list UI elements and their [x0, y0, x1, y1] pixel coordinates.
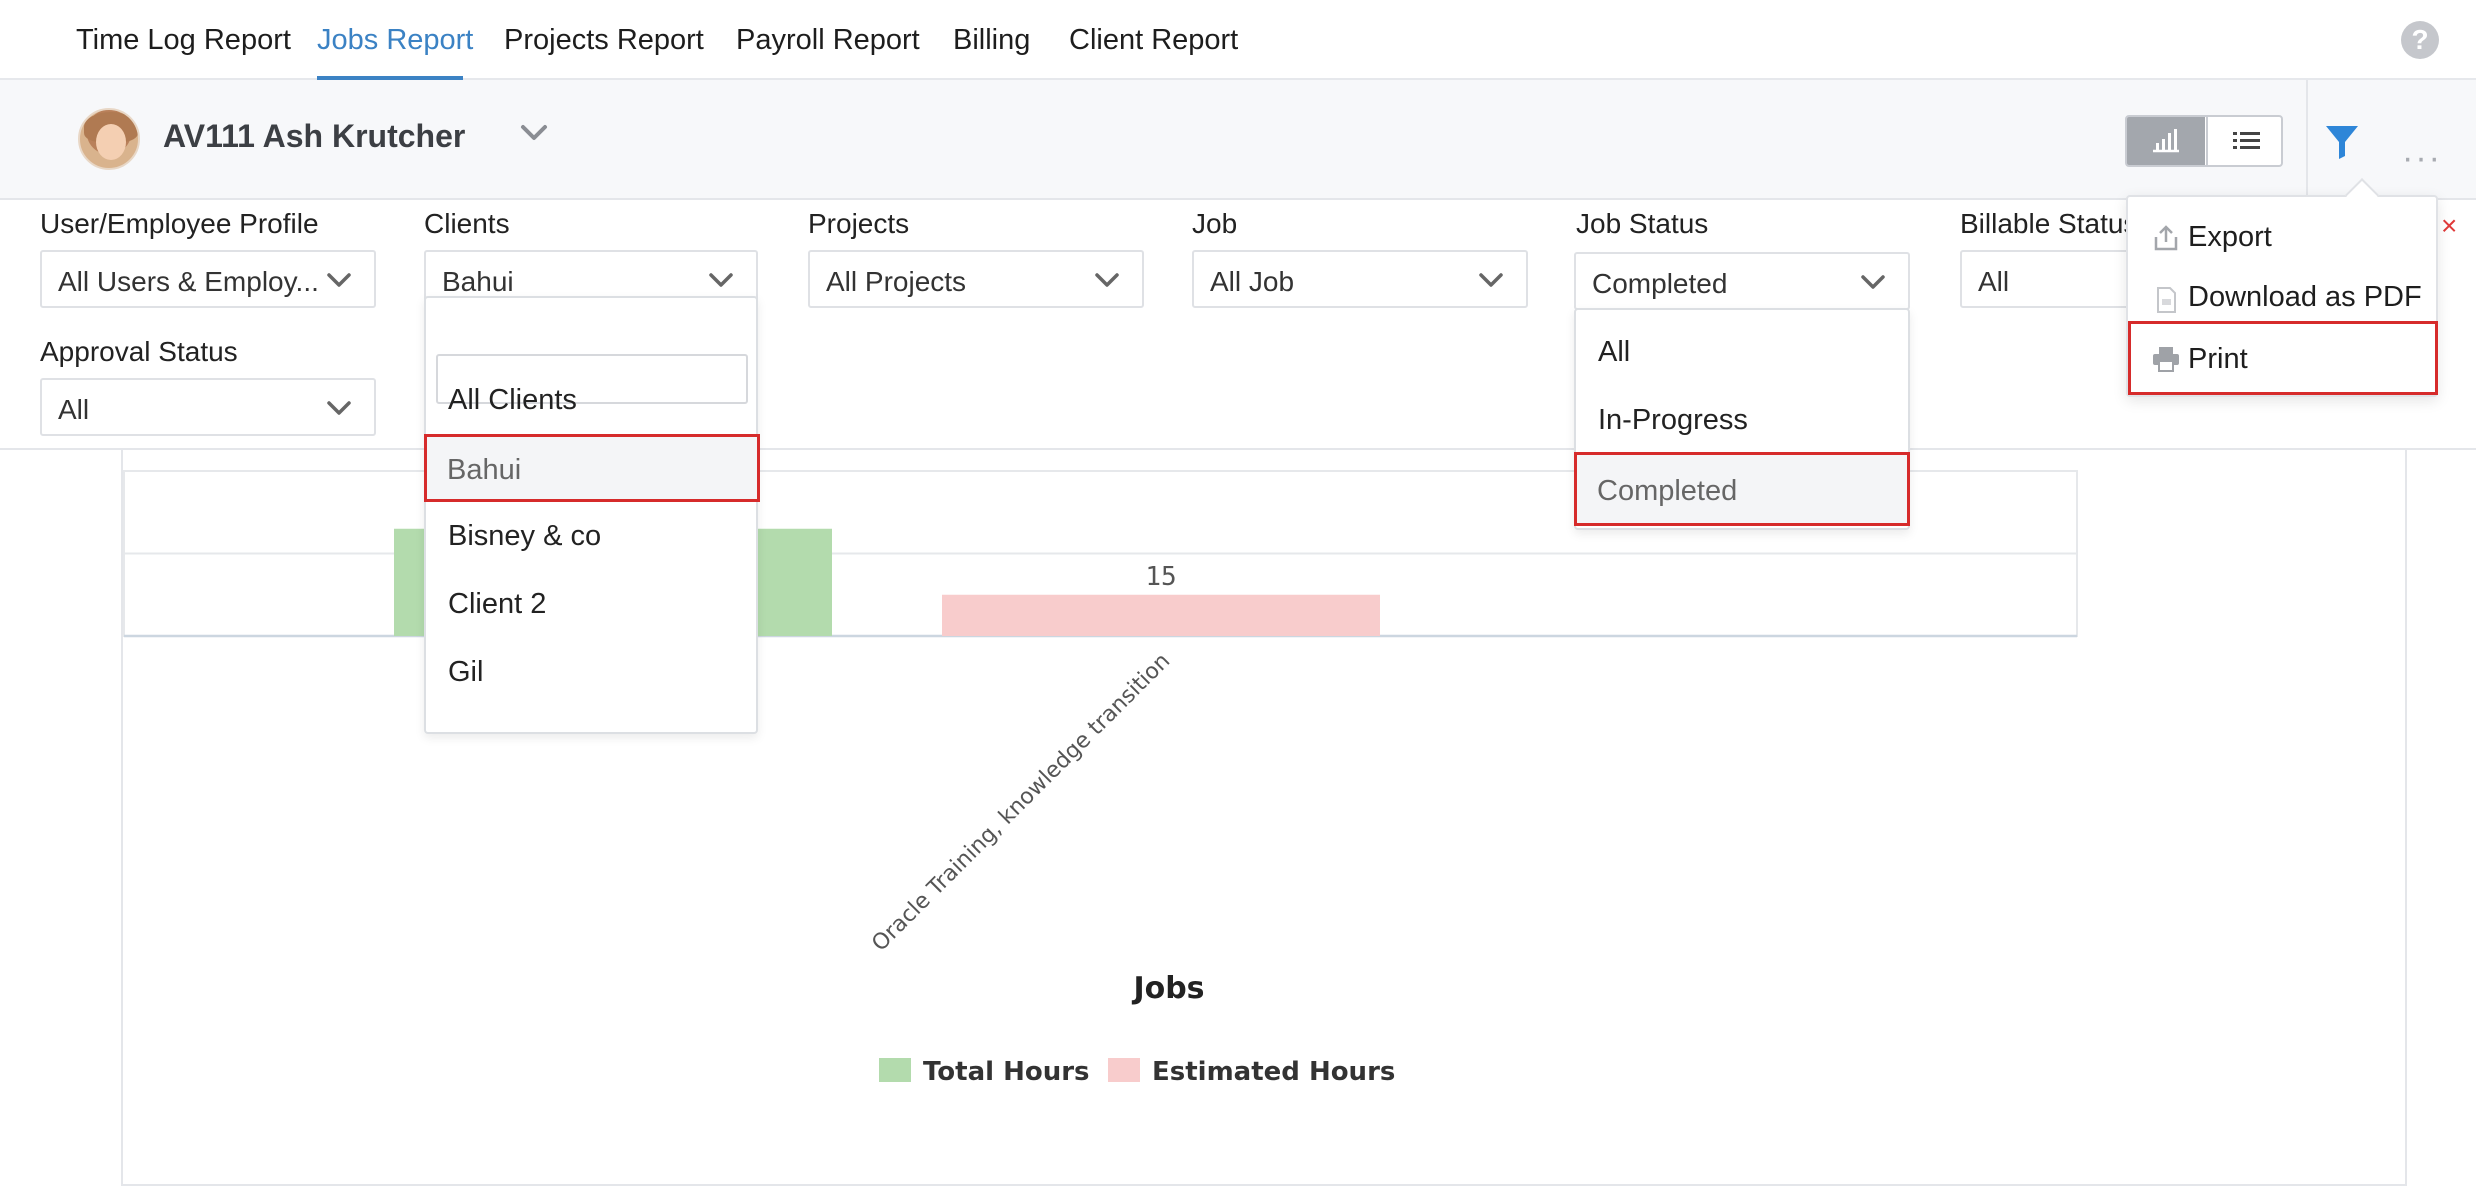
- bar-value-label: 15: [1145, 562, 1176, 592]
- chevron-down-icon: [709, 273, 733, 287]
- clients-label: Clients: [424, 208, 510, 239]
- export-menu-item[interactable]: Export: [2188, 221, 2272, 253]
- pdf-file-icon: [2157, 287, 2176, 313]
- job-status-option-label: Completed: [1597, 475, 1738, 507]
- approval-status-select[interactable]: All: [40, 378, 376, 436]
- projects-select[interactable]: All Projects: [808, 250, 1144, 308]
- billable-status-value: All: [1978, 266, 2010, 297]
- legend-swatch: [879, 1058, 911, 1082]
- tab-payroll-report[interactable]: Payroll Report: [736, 24, 920, 56]
- printer-icon: [2153, 347, 2179, 372]
- export-icon: [2154, 225, 2178, 251]
- job-label: Job: [1192, 208, 1238, 239]
- more-options-menu: Export Download as PDF Print: [2126, 178, 2438, 397]
- legend-swatch: [1108, 1058, 1140, 1082]
- job-status-option[interactable]: In-Progress: [1598, 404, 1748, 436]
- chart-view-button[interactable]: [2127, 117, 2205, 165]
- job-status-dropdown: All In-Progress Completed: [1574, 308, 1910, 530]
- chevron-down-icon: [1095, 273, 1119, 287]
- client-option[interactable]: All Clients: [448, 384, 577, 416]
- user-profile-select[interactable]: All Users & Employ...: [40, 250, 376, 308]
- approval-status-label: Approval Status: [40, 336, 238, 367]
- projects-label: Projects: [808, 208, 910, 239]
- client-option-selected[interactable]: Bahui: [424, 434, 760, 502]
- x-axis-title: Jobs: [1131, 971, 1204, 1006]
- job-value: All Job: [1210, 266, 1295, 297]
- job-status-value: Completed: [1592, 268, 1728, 299]
- billable-status-label: Billable Status: [1960, 208, 2138, 239]
- chevron-down-icon: [1861, 275, 1885, 289]
- chevron-down-icon[interactable]: [520, 124, 548, 142]
- projects-value: All Projects: [826, 266, 967, 297]
- job-select[interactable]: All Job: [1192, 250, 1528, 308]
- client-option[interactable]: Gil: [448, 656, 484, 688]
- chevron-down-icon: [327, 273, 351, 287]
- tab-jobs-report[interactable]: Jobs Report: [317, 24, 474, 56]
- tab-billing[interactable]: Billing: [953, 24, 1031, 56]
- legend-label: Estimated Hours: [1152, 1057, 1395, 1087]
- download-pdf-menu-item[interactable]: Download as PDF: [2188, 281, 2422, 313]
- employee-name[interactable]: AV111 Ash Krutcher: [163, 118, 466, 154]
- job-status-select[interactable]: Completed: [1574, 252, 1910, 310]
- approval-status-value: All: [58, 394, 90, 425]
- clients-search-input[interactable]: [436, 354, 748, 404]
- user-profile-label: User/Employee Profile: [40, 208, 319, 239]
- bar-chart-icon: [2153, 129, 2179, 153]
- chevron-down-icon: [1479, 273, 1503, 287]
- job-status-label: Job Status: [1576, 208, 1709, 239]
- chevron-down-icon: [327, 401, 351, 415]
- view-toggle: [2125, 115, 2283, 167]
- category-tick-label: Oracle Training, knowledge transition: [867, 649, 1175, 957]
- tab-projects-report[interactable]: Projects Report: [504, 24, 704, 56]
- print-menu-item: Print: [2188, 343, 2248, 375]
- client-option[interactable]: Bisney & co: [448, 520, 602, 552]
- active-tab-indicator: [317, 76, 463, 80]
- more-options-icon[interactable]: ···: [2402, 139, 2442, 177]
- list-icon: [2233, 132, 2260, 149]
- legend-label: Total Hours: [923, 1057, 1090, 1087]
- close-filters-icon[interactable]: ×: [2441, 210, 2458, 241]
- bar-estimated-hours: [942, 594, 1380, 636]
- user-profile-value: All Users & Employ...: [58, 266, 319, 297]
- client-option[interactable]: Client 2: [448, 588, 547, 620]
- job-status-option[interactable]: All: [1598, 336, 1631, 368]
- filters-divider: [0, 448, 2476, 450]
- filter-icon[interactable]: [2324, 123, 2360, 161]
- help-icon[interactable]: ?: [2401, 21, 2439, 59]
- avatar: [78, 108, 140, 170]
- tab-client-report[interactable]: Client Report: [1069, 24, 1239, 56]
- report-tabs-bar: Time Log Report Jobs Report Projects Rep…: [0, 0, 2476, 80]
- tab-time-log-report[interactable]: Time Log Report: [76, 24, 291, 56]
- print-menu-item-highlight[interactable]: Print: [2128, 321, 2438, 395]
- job-status-option-selected[interactable]: Completed: [1574, 452, 1910, 526]
- clients-value: Bahui: [442, 266, 514, 297]
- clients-dropdown: All Clients Bahui Bisney & co Client 2 G…: [424, 296, 760, 734]
- header-divider: [2306, 80, 2308, 200]
- list-view-button[interactable]: [2206, 117, 2281, 165]
- employee-header: AV111 Ash Krutcher: [0, 80, 2476, 200]
- client-option-label: Bahui: [447, 454, 522, 486]
